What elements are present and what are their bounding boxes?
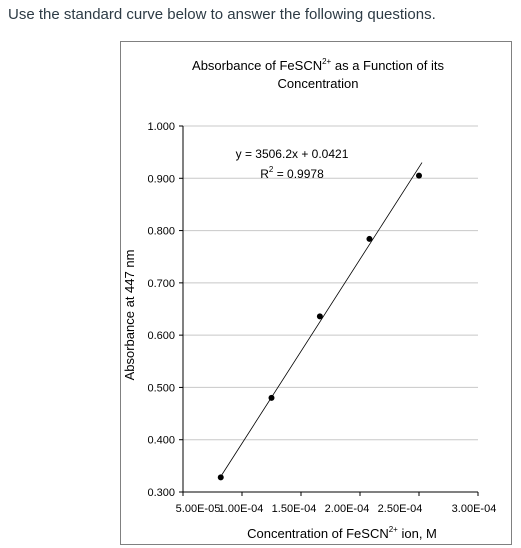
y-tick-label: 0.300	[147, 487, 175, 499]
trendline	[220, 162, 423, 477]
trend-r-squared: R2 = 0.9978	[260, 165, 324, 181]
axes	[179, 125, 479, 496]
x-tick-label: 5.00E-05	[176, 503, 221, 515]
grid-lines	[183, 125, 478, 441]
y-tick-label: 1.000	[147, 121, 175, 133]
y-tick-label: 0.800	[147, 226, 175, 238]
y-tick-label: 0.500	[147, 382, 175, 394]
x-tick-labels: 5.00E-051.00E-04 1.50E-04 2.00E-04 2.50E-04…	[176, 503, 497, 515]
data-points	[217, 172, 422, 481]
x-tick-label: 1.00E-04	[219, 503, 264, 515]
x-tick-label: 2.00E-04	[325, 503, 370, 515]
x-tick-label: 1.50E-04	[272, 503, 317, 515]
y-tick-label: 0.900	[147, 173, 175, 185]
y-tick-label: 0.700	[147, 278, 175, 290]
data-point	[416, 172, 422, 179]
chart-title-line1: Absorbance of FeSCN2+ as a Function of i…	[192, 57, 444, 73]
x-axis-label: Concentration of FeSCN2+ ion, M	[247, 525, 437, 541]
y-tick-labels: 0.300 0.400 0.500 0.600 0.700 0.800 0.900 1.000	[147, 121, 175, 499]
y-axis-label: Absorbance at 447 nm	[122, 250, 137, 381]
instruction-text: Use the standard curve below to answer t…	[8, 6, 436, 23]
x-tick-label: 2.50E-04	[378, 503, 423, 515]
chart-title-line2: Concentration	[278, 76, 359, 91]
data-point	[268, 394, 275, 401]
trend-equation: y = 3506.2x + 0.0421	[236, 147, 349, 161]
data-point	[316, 313, 323, 320]
data-point	[366, 235, 373, 242]
data-point	[217, 474, 224, 481]
chart-frame	[120, 41, 512, 545]
trendline-group	[220, 162, 423, 477]
y-tick-label: 0.400	[147, 435, 175, 447]
x-tick-label: 3.00E-04	[452, 503, 497, 515]
y-tick-label: 0.600	[147, 330, 175, 342]
